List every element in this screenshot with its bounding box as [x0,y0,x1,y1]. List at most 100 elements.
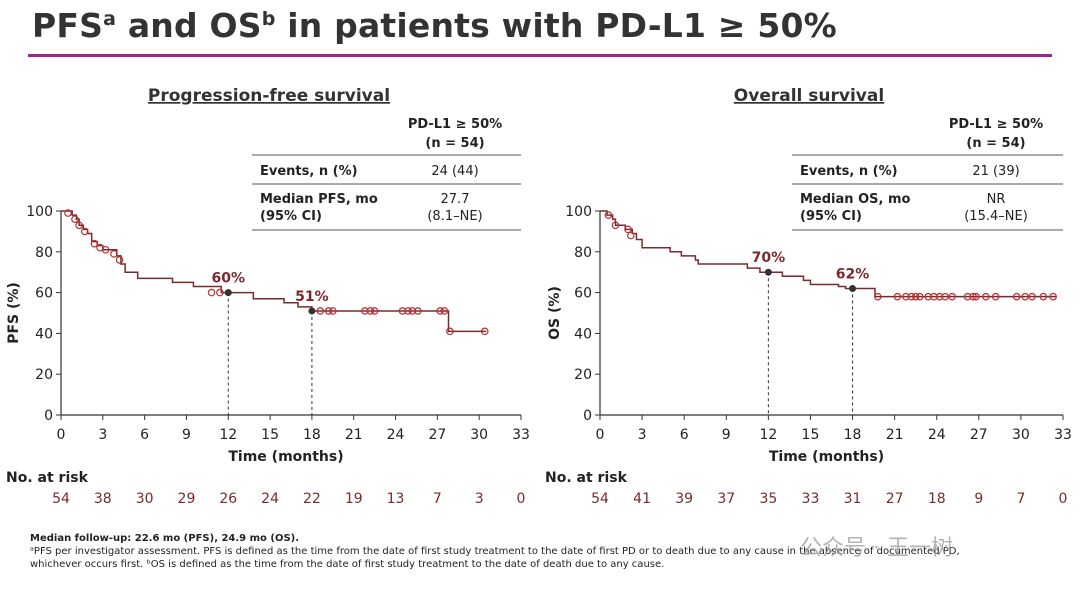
os-x-tick-label: 15 [802,427,820,443]
pfs-x-tick-label: 30 [470,427,488,443]
pfs-y-tick-label: 80 [35,245,53,261]
os-at-risk-value: 41 [633,491,651,507]
pfs-table-header-n: (n = 54) [425,136,484,151]
os-median-label: Median OS, mo [800,192,910,207]
os-x-tick-label: 9 [722,427,731,443]
os-censor-mark [1028,292,1036,301]
pfs-at-risk-value: 22 [303,491,321,507]
os-censor-mark [627,231,635,240]
os-at-risk-value: 18 [928,491,946,507]
os-censor-mark [1049,292,1057,301]
pfs-x-axis-label: Time (months) [228,449,343,465]
pfs-at-risk-label: No. at risk [6,470,89,486]
os-x-tick-label: 18 [844,427,862,443]
watermark: 公众号 · 王一树 [800,536,953,561]
os-censor-mark [873,292,882,301]
os-censor-mark [1039,292,1048,301]
os-y-tick-label: 0 [583,408,592,424]
pfs-censor-mark [446,327,454,336]
pfs-x-tick-label: 24 [387,427,405,443]
pfs-landmark-point [308,307,316,315]
os-at-risk-value: 27 [886,491,904,507]
pfs-censor-mark [398,307,407,315]
title-pfs: PFS [32,6,104,45]
os-y-tick-label: 80 [574,245,592,261]
os-censor-mark [893,292,902,301]
pfs-at-risk-value: 7 [433,491,442,507]
footnote: Median follow-up: 22.6 mo (PFS), 24.9 mo… [30,532,960,571]
pfs-y-tick-label: 100 [26,204,53,220]
pfs-censor-mark [324,307,333,315]
os-censor-mark [991,292,1000,301]
pfs-chart-title: Progression-free survival [148,86,390,106]
os-x-tick-label: 30 [1012,427,1030,443]
os-x-tick-label: 27 [970,427,988,443]
os-table-header-n: (n = 54) [966,136,1025,151]
os-y-tick-label: 60 [574,286,592,302]
os-events-label: Events, n (%) [800,164,898,179]
os-events-value: 21 (39) [972,164,1019,179]
os-annotation-label: 62% [836,267,870,283]
pfs-at-risk-value: 24 [261,491,279,507]
os-censor-mark [963,292,972,301]
os-table-header: PD-L1 ≥ 50% [949,117,1043,132]
pfs-at-risk-value: 0 [517,491,526,507]
os-y-tick-label: 100 [565,204,592,220]
os-x-tick-label: 6 [680,427,689,443]
pfs-x-tick-label: 6 [140,427,149,443]
os-median-ci-label: (95% CI) [800,209,862,224]
os-x-tick-label: 24 [928,427,946,443]
os-censor-mark [935,292,944,301]
pfs-median-value: 27.7 [441,192,470,207]
pfs-x-tick-label: 3 [98,427,107,443]
os-at-risk-value: 33 [802,491,820,507]
title-sup-b: b [261,8,276,30]
os-chart-title: Overall survival [734,86,884,106]
pfs-censor-mark [370,307,379,315]
pfs-censor-mark [101,245,110,254]
pfs-x-tick-label: 9 [182,427,191,443]
os-annotation-label: 70% [752,250,786,266]
pfs-y-tick-label: 60 [35,286,53,302]
os-x-axis-label: Time (months) [769,449,884,465]
pfs-at-risk-value: 3 [475,491,484,507]
os-landmark-point [849,285,857,293]
pfs-censor-mark [480,327,489,336]
pfs-censor-mark [440,307,449,315]
os-at-risk-value: 37 [717,491,735,507]
pfs-censor-mark [207,288,216,297]
pfs-at-risk-value: 19 [345,491,363,507]
pfs-censor-mark [216,288,224,297]
pfs-chart: Progression-free survival PD-L1 ≥ 50% (n =… [6,86,530,507]
os-y-axis-label: OS (%) [547,286,563,340]
pfs-table-header: PD-L1 ≥ 50% [408,117,502,132]
pfs-events-label: Events, n (%) [260,164,358,179]
pfs-km-curve [61,210,487,333]
pfs-censor-mark [64,209,72,217]
os-censor-mark [924,292,933,301]
os-x-tick-label: 12 [759,427,777,443]
os-censor-mark [611,221,620,230]
pfs-censor-mark [329,307,337,315]
pfs-y-tick-label: 20 [35,367,53,383]
pfs-at-risk-value: 29 [178,491,196,507]
title-tail: in patients with PD-L1 ≥ 50% [275,6,837,45]
pfs-censor-mark [414,307,422,315]
pfs-at-risk-value: 30 [136,491,154,507]
os-y-tick-label: 20 [574,367,592,383]
pfs-median-label: Median PFS, mo [260,192,378,207]
pfs-median-ci-value: (8.1–NE) [427,209,482,224]
os-median-ci-value: (15.4–NE) [964,209,1028,224]
os-at-risk-value: 0 [1059,491,1068,507]
pfs-y-tick-label: 0 [44,408,53,424]
os-at-risk-label: No. at risk [545,470,628,486]
pfs-censor-mark [71,215,79,223]
pfs-censor-mark [80,227,89,236]
km-charts: Progression-free survival PD-L1 ≥ 50% (n =… [6,86,1072,507]
pfs-x-tick-label: 33 [512,427,530,443]
os-censor-mark [624,225,632,234]
os-censor-mark [1012,292,1021,301]
os-at-risk-value: 54 [591,491,609,507]
pfs-landmark-point [224,289,232,297]
pfs-censor-mark [436,307,444,315]
